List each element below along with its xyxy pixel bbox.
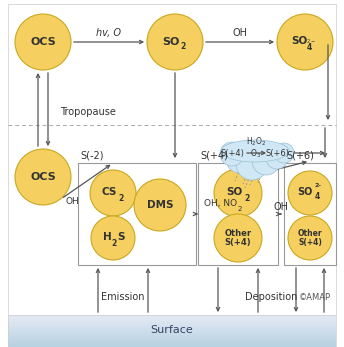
Bar — [8, 321, 336, 322]
Bar — [8, 342, 336, 343]
Text: SO: SO — [162, 37, 180, 47]
Text: H: H — [103, 232, 111, 242]
Circle shape — [288, 216, 332, 260]
Bar — [8, 331, 336, 332]
Bar — [8, 317, 336, 318]
Text: S(+6): S(+6) — [265, 149, 289, 158]
Bar — [8, 346, 336, 347]
Bar — [8, 345, 336, 346]
FancyBboxPatch shape — [284, 163, 336, 265]
Circle shape — [91, 216, 135, 260]
Text: 4: 4 — [307, 42, 312, 51]
Circle shape — [236, 148, 268, 180]
Bar — [8, 344, 336, 345]
Text: Deposition: Deposition — [245, 292, 297, 302]
Bar — [8, 343, 336, 344]
Ellipse shape — [221, 140, 289, 162]
Text: S(+4): S(+4) — [220, 149, 244, 158]
Bar — [8, 327, 336, 328]
Text: 2: 2 — [244, 194, 250, 203]
Bar — [8, 329, 336, 330]
Bar — [8, 319, 336, 320]
FancyBboxPatch shape — [198, 163, 278, 265]
Text: DMS: DMS — [147, 200, 173, 210]
Text: 2: 2 — [111, 238, 117, 247]
Text: 4: 4 — [314, 192, 320, 201]
Bar — [8, 337, 336, 338]
Bar — [8, 323, 336, 324]
Circle shape — [134, 179, 186, 231]
Bar — [8, 338, 336, 339]
Text: 2: 2 — [118, 194, 123, 203]
Bar — [8, 340, 336, 341]
Text: Other: Other — [224, 229, 251, 237]
Text: OH: OH — [233, 28, 247, 38]
Text: O$_3$: O$_3$ — [250, 148, 261, 160]
Circle shape — [252, 147, 280, 175]
Bar — [8, 333, 336, 334]
Text: Other: Other — [298, 229, 322, 237]
Text: OH: OH — [65, 197, 79, 206]
Circle shape — [214, 214, 262, 262]
Text: CS: CS — [101, 187, 117, 197]
Bar — [8, 316, 336, 317]
Circle shape — [266, 147, 288, 169]
Bar — [8, 332, 336, 333]
Text: OH: OH — [273, 202, 289, 212]
Bar — [8, 324, 336, 325]
Bar — [8, 326, 336, 327]
Bar — [8, 336, 336, 337]
Text: S(-2): S(-2) — [80, 150, 104, 160]
Text: ©AMAP: ©AMAP — [299, 293, 331, 302]
Circle shape — [220, 142, 244, 166]
Text: S(+4): S(+4) — [225, 238, 251, 247]
Circle shape — [274, 143, 294, 163]
Text: Emission: Emission — [101, 292, 145, 302]
Text: Tropopause: Tropopause — [60, 107, 116, 117]
Text: 2: 2 — [238, 206, 243, 212]
Text: hv, O: hv, O — [97, 28, 121, 38]
Text: S(+6): S(+6) — [286, 150, 314, 160]
Bar — [8, 341, 336, 342]
Bar — [8, 322, 336, 323]
Bar — [8, 318, 336, 319]
Text: SO: SO — [226, 187, 242, 197]
Bar — [8, 330, 336, 331]
Bar — [8, 325, 336, 326]
Text: OCS: OCS — [30, 172, 56, 182]
Circle shape — [15, 149, 71, 205]
Circle shape — [214, 169, 262, 217]
Bar — [8, 315, 336, 316]
Bar — [8, 328, 336, 329]
Bar — [8, 335, 336, 336]
Text: OCS: OCS — [30, 37, 56, 47]
Circle shape — [277, 14, 333, 70]
Text: H$_2$O$_2$: H$_2$O$_2$ — [246, 135, 266, 148]
Text: S(+4): S(+4) — [200, 150, 228, 160]
Text: S(+4): S(+4) — [298, 238, 322, 247]
Text: $^2$$^-$: $^2$$^-$ — [306, 38, 316, 44]
Circle shape — [288, 171, 332, 215]
Text: 2-: 2- — [314, 183, 322, 187]
Bar — [8, 320, 336, 321]
Circle shape — [226, 145, 254, 173]
Text: 2: 2 — [180, 42, 186, 51]
Circle shape — [15, 14, 71, 70]
Circle shape — [147, 14, 203, 70]
Text: S: S — [117, 232, 125, 242]
Bar — [8, 334, 336, 335]
FancyBboxPatch shape — [78, 163, 196, 265]
Circle shape — [90, 170, 136, 216]
Text: OH, NO: OH, NO — [204, 199, 237, 208]
Text: SO: SO — [291, 36, 307, 46]
Bar — [8, 339, 336, 340]
Text: SO: SO — [297, 187, 313, 197]
Text: Surface: Surface — [151, 325, 193, 335]
